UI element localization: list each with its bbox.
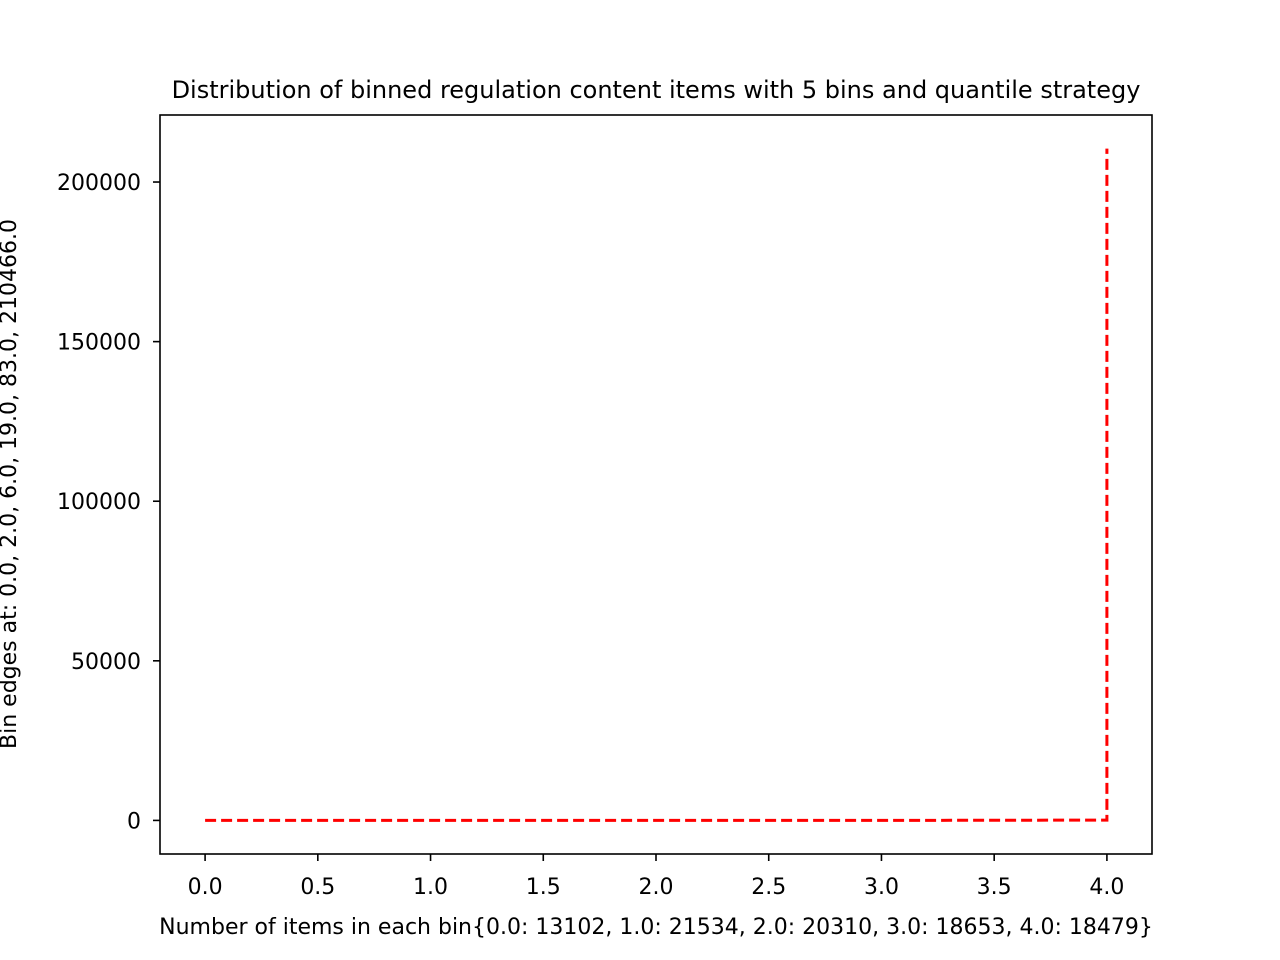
x-tick-label: 0.5 [300, 875, 335, 900]
y-tick-label: 100000 [57, 490, 141, 515]
y-tick-label: 50000 [71, 650, 141, 675]
x-tick-label: 4.0 [1089, 875, 1124, 900]
y-tick-label: 200000 [57, 171, 141, 196]
y-tick-label: 150000 [57, 331, 141, 356]
x-axis-ticks: 0.0 0.5 1.0 1.5 2.0 2.5 3.0 3.5 4.0 [188, 854, 1124, 900]
x-tick-label: 2.0 [639, 875, 674, 900]
series-line [205, 148, 1109, 822]
plot-area [159, 114, 1153, 855]
x-tick-label: 3.5 [977, 875, 1012, 900]
x-tick-label: 1.5 [526, 875, 561, 900]
chart-title: Distribution of binned regulation conten… [172, 76, 1141, 104]
y-axis-label: Bin edges at: 0.0, 2.0, 6.0, 19.0, 83.0,… [0, 219, 22, 749]
x-axis-label: Number of items in each bin{0.0: 13102, … [159, 915, 1153, 940]
x-tick-label: 3.0 [864, 875, 899, 900]
x-tick-label: 1.0 [413, 875, 448, 900]
y-axis-ticks: 0 50000 100000 150000 200000 [57, 171, 160, 834]
x-tick-label: 2.5 [751, 875, 786, 900]
plot-frame [159, 114, 1153, 855]
x-tick-label: 0.0 [188, 875, 223, 900]
y-tick-label: 0 [127, 809, 141, 834]
